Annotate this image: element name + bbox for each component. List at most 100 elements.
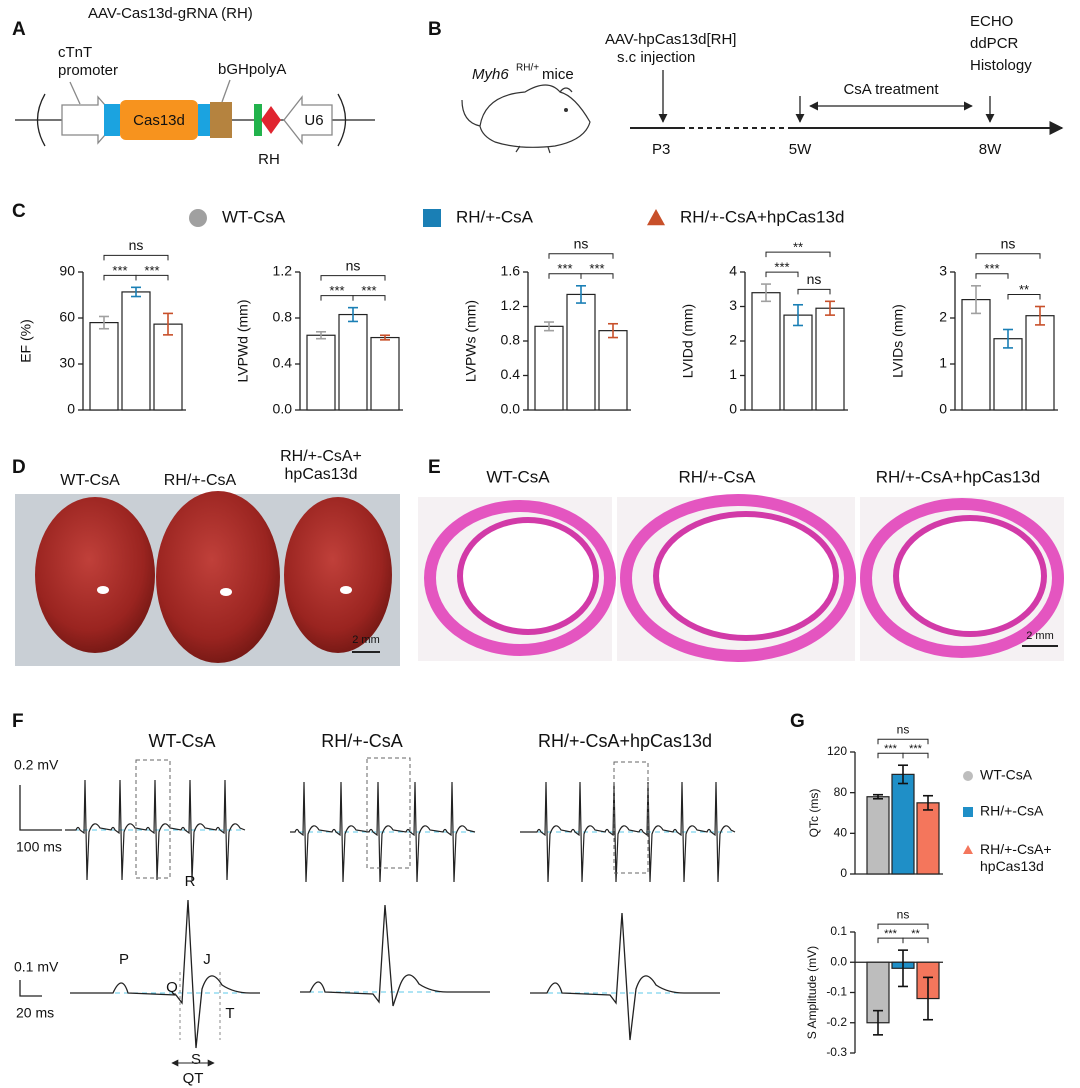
bar xyxy=(751,292,781,411)
significance-bracket xyxy=(797,288,831,295)
legend-marker xyxy=(963,771,973,781)
ecg-complex xyxy=(70,899,260,1049)
significance-label: *** xyxy=(361,283,376,298)
significance-label: *** xyxy=(589,261,604,276)
nls xyxy=(104,104,120,136)
scale-label: 20 ms xyxy=(16,1005,54,1021)
zoom-box xyxy=(366,757,411,869)
column-label: RH/+-CsA+hpCas13d xyxy=(538,731,712,751)
legend-label: WT-CsA xyxy=(222,207,286,226)
y-tick-label: 120 xyxy=(827,744,847,758)
bar xyxy=(306,334,336,411)
y-tick-label: 0.8 xyxy=(273,309,293,325)
bar xyxy=(1025,315,1055,411)
bar xyxy=(783,314,813,411)
legend-label: RH/+-CsA+hpCas13d xyxy=(680,207,844,226)
significance-bracket xyxy=(103,254,169,261)
legend-marker xyxy=(423,209,441,227)
scale-label: 0.1 mV xyxy=(14,959,59,975)
readout: ECHO xyxy=(970,13,1013,30)
u6-label: U6 xyxy=(304,112,323,129)
wave-label: P xyxy=(119,951,129,968)
y-tick-label: 30 xyxy=(59,355,75,371)
significance-bracket xyxy=(975,273,1009,279)
bar xyxy=(815,307,845,411)
bar xyxy=(89,322,119,411)
readout: Histology xyxy=(970,57,1032,74)
bar xyxy=(866,796,890,875)
column-label: RH/+-CsA xyxy=(679,467,757,486)
mouse xyxy=(461,84,591,154)
cas13d-box xyxy=(120,100,198,140)
bar xyxy=(598,330,628,411)
bar xyxy=(566,293,596,411)
heart-highlight xyxy=(220,588,232,596)
significance-bracket xyxy=(877,923,929,930)
legend-marker xyxy=(963,845,973,854)
significance-label: ** xyxy=(793,240,803,255)
ecg-complex xyxy=(300,904,490,1007)
mouse-eye xyxy=(564,108,568,112)
construct-title: AAV-Cas13d-gRNA (RH) xyxy=(88,5,253,22)
y-tick-label: 1.2 xyxy=(273,263,293,279)
y-tick-label: 1.2 xyxy=(501,297,521,313)
y-tick-label: 0.0 xyxy=(830,954,847,968)
significance-label: *** xyxy=(112,263,127,278)
y-tick-label: 60 xyxy=(59,309,75,325)
significance-bracket xyxy=(765,271,799,278)
significance-bracket xyxy=(877,738,929,745)
zoom-box xyxy=(613,761,649,874)
heart xyxy=(156,491,280,663)
significance-label: ns xyxy=(574,236,589,252)
heart xyxy=(35,497,155,653)
bar xyxy=(534,325,564,411)
column-label: WT-CsA xyxy=(486,467,550,486)
y-tick-label: 1.6 xyxy=(501,263,521,279)
u6-arrow xyxy=(283,95,333,145)
significance-bracket xyxy=(1007,294,1041,300)
significance-label: ** xyxy=(911,928,920,940)
significance-label: *** xyxy=(774,260,789,275)
y-tick-label: 0.1 xyxy=(830,924,847,938)
y-axis-label: LVPWs (mm) xyxy=(463,300,479,382)
scale-label: 100 ms xyxy=(16,839,62,855)
y-tick-label: 0.0 xyxy=(273,401,293,417)
legend-marker xyxy=(189,209,207,227)
y-tick-label: 3 xyxy=(729,297,737,313)
column-label: WT-CsA xyxy=(149,731,216,751)
ecg-trace xyxy=(520,781,736,883)
timepoint: 5W xyxy=(789,141,812,158)
y-tick-label: 0.8 xyxy=(501,332,521,348)
significance-bracket xyxy=(320,275,386,281)
interval-label: QT xyxy=(183,1070,204,1087)
significance-label: *** xyxy=(329,283,344,298)
y-tick-label: 1 xyxy=(729,366,737,382)
y-tick-label: 2 xyxy=(729,332,737,348)
panel-label: C xyxy=(12,201,26,222)
y-tick-label: 0.0 xyxy=(501,401,521,417)
significance-bracket xyxy=(902,752,929,759)
panel-label: B xyxy=(428,19,442,40)
significance-label: ns xyxy=(807,271,822,287)
legend-label: RH/+-CsA+ hpCas13d xyxy=(980,841,1052,874)
y-tick-label: 4 xyxy=(729,263,737,279)
y-axis-label: S Amplitude (mV) xyxy=(805,946,819,1039)
y-tick-label: 0 xyxy=(729,401,737,417)
column-label: RH/+-CsA xyxy=(164,472,237,489)
y-axis-label: LVPWd (mm) xyxy=(235,300,251,383)
promoter-label: cTnT promoter xyxy=(58,44,119,79)
nls xyxy=(198,104,210,136)
polya-box xyxy=(210,102,232,138)
column-label: WT-CsA xyxy=(60,472,120,489)
scale-label: 0.2 mV xyxy=(14,757,59,773)
y-tick-label: 90 xyxy=(59,263,75,279)
y-tick-label: 0 xyxy=(840,866,847,880)
itr-right xyxy=(337,93,347,147)
column-label: RH/+-CsA+hpCas13d xyxy=(876,467,1040,486)
significance-bracket xyxy=(352,295,386,301)
wave-label: J xyxy=(203,951,211,968)
heart-highlight xyxy=(97,586,109,594)
ecg-trace xyxy=(290,781,476,883)
target-label: RH xyxy=(258,151,280,168)
